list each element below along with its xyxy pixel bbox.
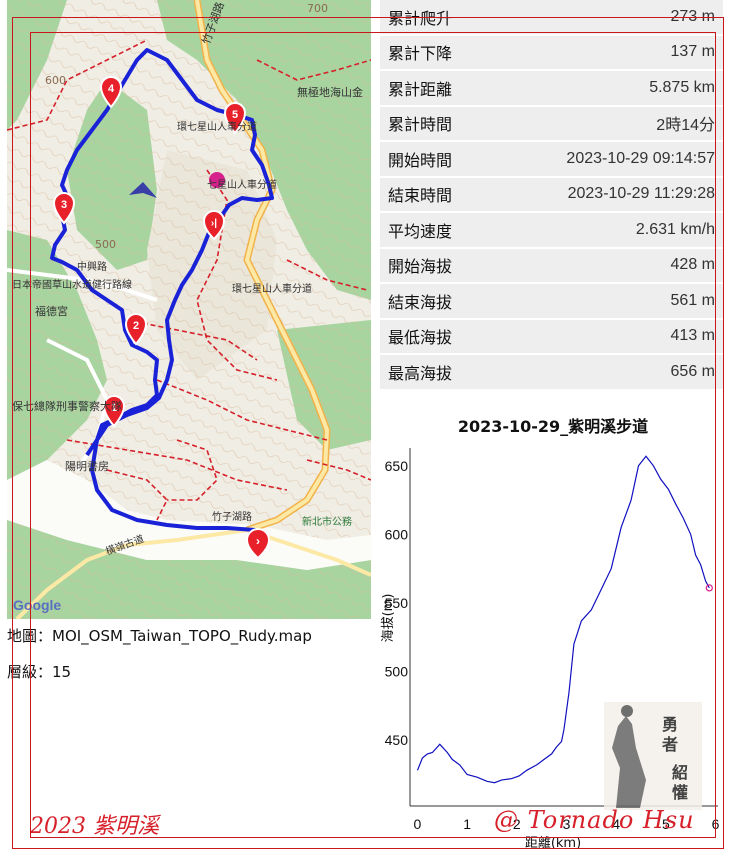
map-label-village: 新北市公務 bbox=[302, 515, 352, 528]
start-marker[interactable]: › bbox=[245, 528, 271, 560]
map-label-trail1: 環七星山人車分道 bbox=[177, 120, 257, 133]
map-label-fude: 福德宮 bbox=[35, 304, 68, 318]
stat-value: 2023-10-29 09:14:57 bbox=[566, 149, 715, 167]
y-tick-label: 450 bbox=[385, 732, 409, 748]
chart-title: 2023-10-29_紫明溪步道 bbox=[458, 417, 648, 436]
stat-row: 平均速度 2.631 km/h bbox=[380, 213, 723, 249]
footer-caption: 2023 紫明溪 bbox=[30, 814, 159, 839]
stat-row: 累計距離 5.875 km bbox=[380, 71, 723, 107]
stat-row: 最低海拔 413 m bbox=[380, 319, 723, 355]
stats-panel: 累計爬升 273 m 累計下降 137 m 累計距離 5.875 km 累計時間 2時14分開… bbox=[380, 0, 723, 391]
svg-text:›: › bbox=[256, 534, 260, 548]
svg-text:2: 2 bbox=[133, 320, 139, 332]
x-tick-label: 6 bbox=[712, 816, 720, 832]
stat-label: 結束海拔 bbox=[388, 292, 453, 312]
map-label-police: 保七總隊刑事警察大隊 bbox=[12, 399, 122, 413]
map-canvas[interactable]: 1 2 3 4 5 ›| › 無極地海山金 竹子湖路 bbox=[7, 0, 371, 619]
stat-value: 413 m bbox=[670, 327, 715, 345]
map-label-yangming: 陽明書房 bbox=[65, 459, 109, 473]
svg-text:懽: 懽 bbox=[672, 783, 688, 802]
stat-row: 結束海拔 561 m bbox=[380, 284, 723, 320]
stat-label: 最低海拔 bbox=[388, 328, 453, 348]
stat-value: 561 m bbox=[670, 291, 715, 309]
waypoint-pin-3[interactable]: 3 bbox=[52, 192, 76, 225]
map-label-e700: 700 bbox=[307, 2, 328, 15]
x-tick-label: 5 bbox=[662, 816, 670, 832]
end-point-marker bbox=[705, 584, 713, 592]
elevation-line bbox=[416, 455, 710, 784]
map-file-label: 地圖：MOI_OSM_Taiwan_TOPO_Rudy.map bbox=[7, 627, 312, 645]
x-tick-label: 3 bbox=[563, 816, 571, 832]
x-tick-label: 4 bbox=[612, 816, 620, 832]
map-label-road3: 中興路 bbox=[77, 260, 107, 273]
svg-text:紹: 紹 bbox=[672, 763, 688, 782]
y-tick-label: 600 bbox=[385, 526, 409, 542]
stat-value: 656 m bbox=[670, 362, 715, 380]
stat-value: 2023-10-29 11:29:28 bbox=[567, 185, 715, 203]
stat-value: 273 m bbox=[670, 7, 715, 25]
stat-label: 開始時間 bbox=[388, 150, 453, 170]
waypoint-pin-5[interactable]: 5 bbox=[223, 102, 247, 135]
svg-text:5: 5 bbox=[232, 109, 238, 121]
waypoint-pin-1[interactable]: 1 bbox=[102, 395, 126, 428]
svg-text:›|: ›| bbox=[211, 218, 217, 229]
map-view[interactable]: 1 2 3 4 5 ›| › 無極地海山金 竹子湖路 bbox=[7, 0, 371, 619]
svg-text:4: 4 bbox=[108, 83, 115, 95]
stat-label: 累計爬升 bbox=[388, 8, 453, 28]
hiker-watermark: 勇 者 紹 懽 bbox=[604, 702, 702, 810]
stat-label: 累計距離 bbox=[388, 79, 453, 99]
map-label-e600: 600 bbox=[45, 74, 66, 87]
map-label-trail3: 環七星山人車分道 bbox=[232, 282, 312, 295]
stat-row: 累計下降 137 m bbox=[380, 35, 723, 71]
summit-icon bbox=[129, 182, 157, 198]
map-label-park: 日本帝國草山水道健行路線 bbox=[12, 278, 132, 291]
map-label-road2: 竹子湖路 bbox=[212, 510, 252, 523]
map-zoom-label: 層級：15 bbox=[7, 663, 72, 681]
waypoint-pin-2[interactable]: 2 bbox=[124, 313, 148, 346]
stat-row: 結束時間 2023-10-29 11:29:28 bbox=[380, 177, 723, 213]
stat-label: 最高海拔 bbox=[388, 363, 453, 383]
stat-row: 開始海拔 428 m bbox=[380, 248, 723, 284]
x-tick-label: 0 bbox=[414, 816, 422, 832]
y-axis-label: 海拔(m) bbox=[381, 594, 396, 643]
stat-label: 開始海拔 bbox=[388, 257, 453, 277]
map-label-e500: 500 bbox=[95, 238, 116, 251]
poi-pin-icon[interactable] bbox=[209, 172, 225, 188]
stat-label: 累計時間 bbox=[388, 115, 453, 135]
stat-row: 開始時間 2023-10-29 09:14:57 bbox=[380, 142, 723, 178]
end-marker[interactable]: ›| bbox=[202, 210, 226, 241]
map-label-trail2: 七星山人車分道 bbox=[207, 178, 277, 191]
y-tick-label: 500 bbox=[385, 664, 409, 680]
stat-label: 結束時間 bbox=[388, 186, 453, 206]
svg-text:勇: 勇 bbox=[662, 715, 678, 734]
stat-value: 2時14分 bbox=[656, 117, 715, 135]
svg-text:1: 1 bbox=[111, 402, 117, 414]
stat-label: 平均速度 bbox=[388, 221, 453, 241]
svg-text:者: 者 bbox=[661, 735, 678, 754]
stat-row: 累計爬升 273 m bbox=[380, 0, 723, 36]
x-axis-label: 距離(km) bbox=[525, 836, 581, 851]
google-logo: Google bbox=[13, 597, 61, 613]
stat-value: 428 m bbox=[670, 256, 715, 274]
stat-value: 2.631 km/h bbox=[635, 220, 715, 238]
stat-value: 137 m bbox=[670, 43, 715, 61]
x-tick-label: 2 bbox=[513, 816, 521, 832]
y-tick-label: 650 bbox=[385, 458, 409, 474]
stat-row: 累計時間 2時14分 bbox=[380, 106, 723, 142]
y-tick-label: 550 bbox=[385, 595, 409, 611]
map-meta: 地圖：MOI_OSM_Taiwan_TOPO_Rudy.map 層級：15 bbox=[7, 625, 371, 697]
stat-value: 5.875 km bbox=[649, 78, 715, 96]
waypoint-pin-4[interactable]: 4 bbox=[99, 76, 123, 109]
x-tick-label: 1 bbox=[463, 816, 471, 832]
stat-row: 最高海拔 656 m bbox=[380, 355, 723, 391]
svg-text:3: 3 bbox=[61, 199, 67, 211]
footer-signature: @ Tornado Hsu bbox=[494, 806, 695, 834]
map-label-temple: 無極地海山金 bbox=[297, 85, 363, 99]
stat-label: 累計下降 bbox=[388, 44, 453, 64]
